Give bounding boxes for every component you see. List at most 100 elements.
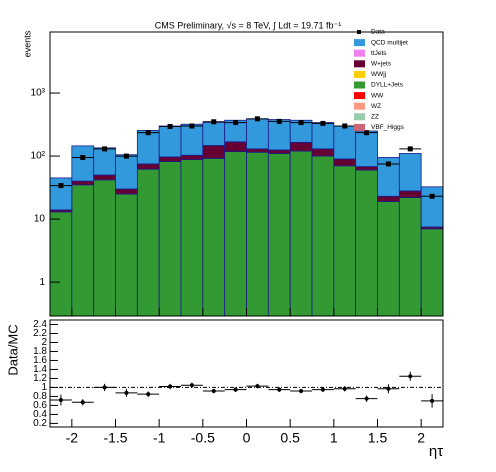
histogram-bar bbox=[333, 125, 357, 160]
legend-swatch bbox=[354, 92, 365, 100]
y-axis-label: events bbox=[22, 30, 32, 57]
ratio-point bbox=[320, 387, 325, 392]
histogram-bar bbox=[311, 155, 335, 317]
legend-label: WWjj bbox=[371, 71, 386, 78]
histogram-bar bbox=[115, 154, 138, 190]
data-point bbox=[189, 123, 195, 129]
ratio-point bbox=[80, 400, 85, 405]
data-point bbox=[145, 130, 151, 136]
histogram-bar bbox=[180, 159, 204, 317]
legend-label: ttJets bbox=[371, 50, 387, 57]
histogram-bar bbox=[246, 118, 269, 150]
ratio-y-tick-label: 1.2 bbox=[33, 373, 47, 384]
histogram-bar bbox=[71, 145, 95, 182]
ratio-point bbox=[342, 386, 347, 391]
histogram-bar bbox=[93, 179, 116, 317]
histogram-bar bbox=[289, 141, 313, 152]
data-point bbox=[167, 123, 173, 129]
histogram-bar bbox=[180, 154, 204, 160]
histogram-bar bbox=[333, 165, 357, 317]
ratio-y-tick-label: 1.8 bbox=[33, 346, 47, 357]
legend-label: DYLL+Jets bbox=[371, 82, 404, 89]
histogram-bar bbox=[355, 169, 378, 317]
legend-swatch bbox=[354, 102, 365, 110]
histogram-bar bbox=[49, 211, 73, 317]
legend-label: Data bbox=[371, 29, 385, 36]
legend-label: W+jets bbox=[371, 61, 392, 68]
legend-swatch bbox=[354, 39, 365, 47]
legend-swatch bbox=[354, 70, 365, 78]
data-point bbox=[320, 120, 326, 126]
y-tick-label: 10² bbox=[31, 151, 46, 162]
histogram-bar bbox=[71, 180, 95, 186]
histogram-bar bbox=[180, 123, 204, 156]
data-point bbox=[342, 123, 348, 129]
data-point bbox=[211, 119, 217, 125]
legend-label: ZZ bbox=[371, 114, 379, 121]
histogram-bar bbox=[267, 119, 291, 151]
legend-label: WZ bbox=[371, 103, 381, 110]
data-point bbox=[364, 130, 370, 136]
histogram-bar bbox=[136, 130, 160, 165]
histogram-bar bbox=[246, 148, 269, 153]
data-point bbox=[276, 118, 282, 124]
histogram-bar bbox=[93, 147, 116, 176]
y-tick-label: 10 bbox=[34, 214, 46, 225]
histogram-bar bbox=[355, 166, 378, 171]
legend-swatch bbox=[354, 60, 365, 68]
histogram-bar bbox=[136, 168, 160, 317]
data-point bbox=[102, 146, 108, 152]
histogram-bar bbox=[398, 190, 422, 198]
data-point bbox=[407, 146, 413, 152]
ratio-y-axis-label: Data/MC bbox=[5, 324, 20, 375]
histogram-bar bbox=[136, 163, 160, 170]
ratio-point bbox=[189, 383, 194, 388]
data-point bbox=[80, 154, 86, 160]
ratio-point bbox=[146, 392, 151, 397]
x-tick-label: -2 bbox=[66, 430, 79, 446]
ratio-y-tick-label: 1 bbox=[41, 382, 47, 393]
histogram-bar bbox=[377, 201, 400, 317]
legend-label: WW bbox=[371, 92, 384, 99]
data-point bbox=[429, 193, 435, 199]
data-point bbox=[298, 120, 304, 126]
data-point bbox=[254, 116, 260, 122]
ratio-y-tick-label: 0.8 bbox=[33, 391, 47, 402]
ratio-point bbox=[168, 384, 173, 389]
data-point bbox=[385, 161, 391, 167]
ratio-y-tick-label: 2.4 bbox=[33, 319, 47, 330]
x-tick-label: 0.5 bbox=[280, 430, 300, 446]
x-tick-label: -1.5 bbox=[103, 430, 127, 446]
ratio-point bbox=[277, 387, 282, 392]
histogram-bar bbox=[158, 156, 182, 162]
ratio-point bbox=[430, 398, 435, 403]
histogram-bar bbox=[267, 149, 291, 154]
histogram-bar bbox=[333, 158, 357, 167]
chart-title: CMS Preliminary, √s = 8 TeV, ∫ Ldt = 19.… bbox=[155, 20, 342, 30]
histogram-bar bbox=[224, 141, 247, 152]
x-tick-label: -1 bbox=[153, 430, 166, 446]
histogram-bar bbox=[115, 193, 138, 317]
histogram-bar bbox=[289, 150, 313, 317]
histogram-bar bbox=[398, 153, 422, 192]
data-point bbox=[123, 153, 129, 159]
histogram-bar bbox=[311, 122, 335, 150]
data-point bbox=[233, 120, 239, 126]
histogram-bar bbox=[377, 195, 400, 202]
legend-marker bbox=[357, 30, 361, 34]
histogram-bar bbox=[355, 130, 378, 168]
ratio-point bbox=[299, 389, 304, 394]
x-tick-label: 2 bbox=[417, 430, 425, 446]
histogram-bar bbox=[71, 184, 95, 317]
ratio-point bbox=[124, 390, 129, 395]
legend-swatch bbox=[354, 123, 365, 131]
histogram-bar bbox=[115, 188, 138, 195]
x-tick-label: -0.5 bbox=[191, 430, 215, 446]
histogram-bar bbox=[202, 145, 226, 159]
histogram-bar bbox=[158, 161, 182, 317]
legend-swatch bbox=[354, 113, 365, 121]
histogram-bar bbox=[267, 153, 291, 317]
histogram-bar bbox=[93, 174, 116, 181]
legend-swatch bbox=[354, 81, 365, 89]
